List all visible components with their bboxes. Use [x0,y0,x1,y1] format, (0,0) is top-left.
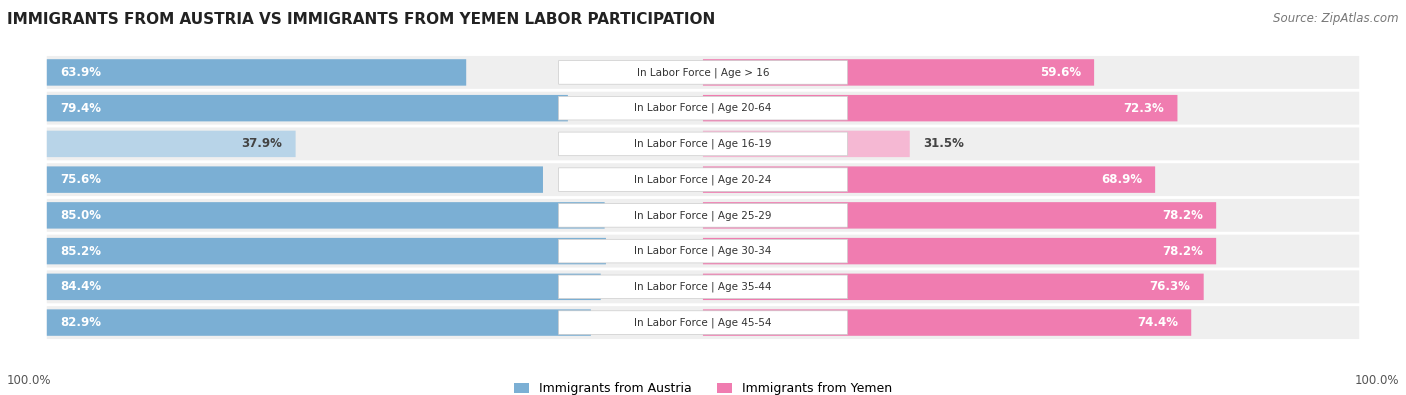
FancyBboxPatch shape [558,96,848,120]
FancyBboxPatch shape [46,271,1360,303]
FancyBboxPatch shape [46,128,1360,160]
Text: 85.2%: 85.2% [60,245,101,258]
FancyBboxPatch shape [46,202,605,229]
Text: 59.6%: 59.6% [1040,66,1081,79]
Text: 85.0%: 85.0% [60,209,101,222]
Text: 84.4%: 84.4% [60,280,101,293]
FancyBboxPatch shape [703,309,1191,336]
Text: 74.4%: 74.4% [1137,316,1178,329]
FancyBboxPatch shape [46,163,1360,196]
Text: 75.6%: 75.6% [60,173,101,186]
FancyBboxPatch shape [46,131,295,157]
FancyBboxPatch shape [46,95,568,121]
Text: 63.9%: 63.9% [60,66,101,79]
Text: In Labor Force | Age 20-24: In Labor Force | Age 20-24 [634,174,772,185]
Text: 68.9%: 68.9% [1101,173,1142,186]
FancyBboxPatch shape [703,202,1216,229]
Legend: Immigrants from Austria, Immigrants from Yemen: Immigrants from Austria, Immigrants from… [515,382,891,395]
FancyBboxPatch shape [558,203,848,227]
Text: In Labor Force | Age 35-44: In Labor Force | Age 35-44 [634,282,772,292]
Text: 100.0%: 100.0% [1354,374,1399,387]
FancyBboxPatch shape [46,274,600,300]
Text: In Labor Force | Age 25-29: In Labor Force | Age 25-29 [634,210,772,221]
FancyBboxPatch shape [558,168,848,192]
Text: In Labor Force | Age 45-54: In Labor Force | Age 45-54 [634,317,772,328]
Text: 37.9%: 37.9% [242,137,283,150]
FancyBboxPatch shape [703,274,1204,300]
FancyBboxPatch shape [703,59,1094,86]
FancyBboxPatch shape [46,238,606,264]
FancyBboxPatch shape [46,92,1360,124]
FancyBboxPatch shape [558,311,848,335]
FancyBboxPatch shape [558,275,848,299]
Text: Source: ZipAtlas.com: Source: ZipAtlas.com [1274,12,1399,25]
Text: 76.3%: 76.3% [1150,280,1191,293]
FancyBboxPatch shape [46,306,1360,339]
Text: In Labor Force | Age 30-34: In Labor Force | Age 30-34 [634,246,772,256]
FancyBboxPatch shape [46,59,467,86]
Text: 72.3%: 72.3% [1123,102,1164,115]
FancyBboxPatch shape [46,56,1360,89]
FancyBboxPatch shape [46,309,591,336]
Text: 31.5%: 31.5% [922,137,963,150]
FancyBboxPatch shape [703,238,1216,264]
FancyBboxPatch shape [703,166,1156,193]
Text: 82.9%: 82.9% [60,316,101,329]
FancyBboxPatch shape [558,60,848,84]
FancyBboxPatch shape [558,239,848,263]
Text: 78.2%: 78.2% [1163,245,1204,258]
FancyBboxPatch shape [46,235,1360,267]
Text: IMMIGRANTS FROM AUSTRIA VS IMMIGRANTS FROM YEMEN LABOR PARTICIPATION: IMMIGRANTS FROM AUSTRIA VS IMMIGRANTS FR… [7,12,716,27]
FancyBboxPatch shape [46,166,543,193]
FancyBboxPatch shape [46,199,1360,232]
Text: In Labor Force | Age 16-19: In Labor Force | Age 16-19 [634,139,772,149]
FancyBboxPatch shape [703,131,910,157]
Text: 78.2%: 78.2% [1163,209,1204,222]
Text: 79.4%: 79.4% [60,102,101,115]
Text: 100.0%: 100.0% [7,374,52,387]
Text: In Labor Force | Age > 16: In Labor Force | Age > 16 [637,67,769,78]
FancyBboxPatch shape [703,95,1177,121]
Text: In Labor Force | Age 20-64: In Labor Force | Age 20-64 [634,103,772,113]
FancyBboxPatch shape [558,132,848,156]
